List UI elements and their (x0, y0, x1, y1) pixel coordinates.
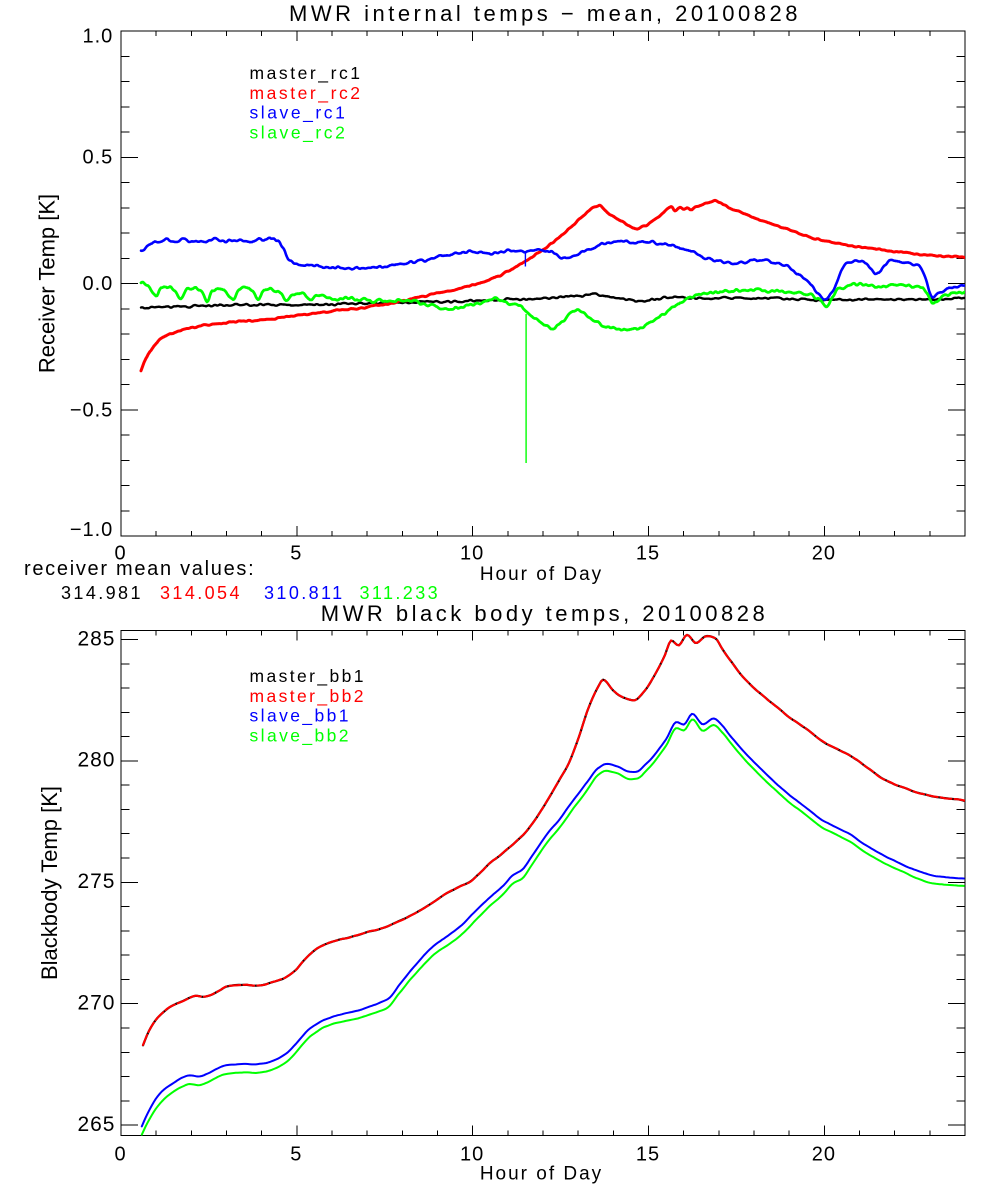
svg-text:−1.0: −1.0 (70, 519, 113, 541)
svg-text:314.054: 314.054 (160, 583, 242, 603)
svg-text:10: 10 (460, 543, 484, 565)
svg-text:270: 270 (77, 992, 115, 1015)
svg-text:5: 5 (290, 543, 302, 565)
svg-text:5: 5 (290, 1144, 302, 1166)
svg-text:275: 275 (77, 870, 115, 893)
svg-text:master_bb2: master_bb2 (250, 686, 366, 707)
svg-text:receiver mean values:: receiver mean values: (24, 558, 255, 580)
svg-text:0: 0 (114, 543, 126, 565)
svg-text:MWR black body temps, 20100828: MWR black body temps, 20100828 (321, 601, 768, 626)
svg-text:slave_bb2: slave_bb2 (250, 725, 351, 746)
svg-text:20: 20 (812, 1144, 836, 1166)
svg-text:20: 20 (812, 543, 836, 565)
svg-text:280: 280 (77, 749, 115, 772)
svg-text:Receiver Temp [K]: Receiver Temp [K] (35, 194, 60, 373)
svg-text:285: 285 (77, 627, 115, 650)
svg-text:master_bb1: master_bb1 (250, 666, 366, 687)
svg-text:0: 0 (114, 1144, 126, 1166)
svg-text:265: 265 (77, 1113, 115, 1136)
svg-text:0.5: 0.5 (82, 147, 113, 169)
svg-text:0.0: 0.0 (82, 273, 113, 295)
svg-text:314.981: 314.981 (61, 583, 143, 603)
svg-text:Hour of Day: Hour of Day (480, 1164, 603, 1185)
svg-text:311.233: 311.233 (360, 583, 441, 603)
svg-text:slave_bb1: slave_bb1 (250, 706, 351, 727)
svg-text:master_rc1: master_rc1 (250, 63, 363, 84)
svg-text:slave_rc1: slave_rc1 (250, 103, 348, 124)
svg-text:MWR internal temps − mean, 201: MWR internal temps − mean, 20100828 (289, 1, 801, 26)
svg-text:310.811: 310.811 (264, 583, 345, 603)
svg-text:Hour of Day: Hour of Day (480, 564, 603, 585)
svg-text:−0.5: −0.5 (70, 399, 113, 421)
svg-text:15: 15 (636, 543, 660, 565)
svg-text:1.0: 1.0 (82, 26, 113, 48)
svg-text:slave_rc2: slave_rc2 (250, 122, 348, 143)
svg-text:15: 15 (636, 1144, 660, 1166)
svg-text:10: 10 (460, 1144, 484, 1166)
svg-text:Blackbody Temp [K]: Blackbody Temp [K] (37, 786, 62, 980)
svg-text:master_rc2: master_rc2 (250, 83, 363, 104)
